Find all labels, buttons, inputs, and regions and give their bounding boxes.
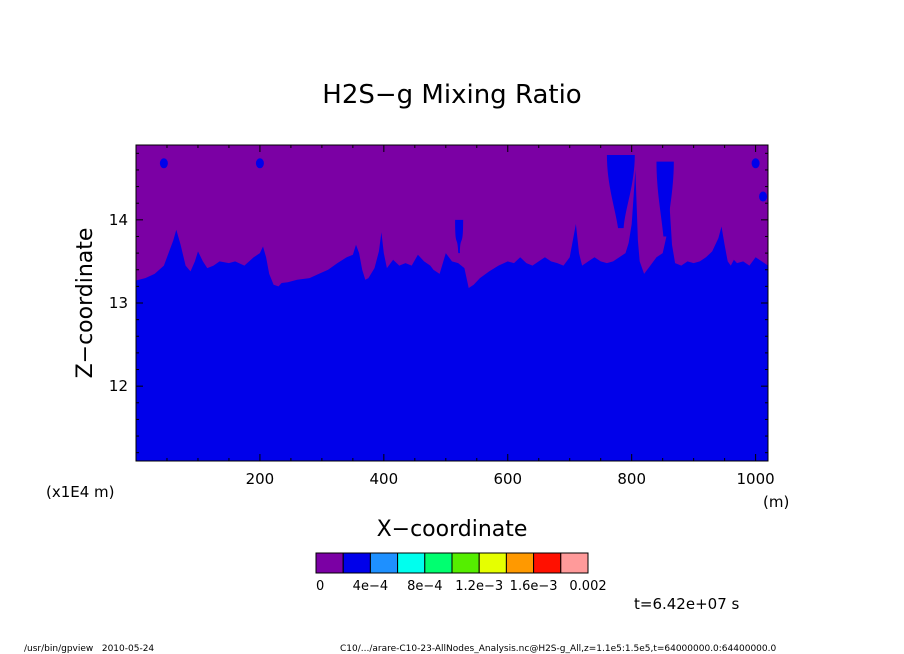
footer-right: C10/.../arare-C10-23-AllNodes_Analysis.n… — [340, 644, 776, 654]
x-tick-label: 600 — [493, 470, 522, 488]
colorbar-swatch — [451, 552, 480, 574]
blue-plume — [455, 219, 464, 254]
colorbar-swatch — [369, 552, 399, 574]
colorbar-label: 0 — [316, 579, 324, 594]
colorbar-swatch — [424, 552, 453, 574]
colorbar-swatch — [478, 552, 507, 574]
colorbar-swatch — [560, 552, 589, 574]
y-axis-ticks: 12 13 14 — [109, 152, 768, 454]
x-unit-label: (m) — [763, 493, 789, 511]
x-tick-label: 1000 — [737, 470, 775, 488]
colorbar — [315, 552, 589, 574]
blue-plumes — [455, 154, 674, 254]
colorbar-label: 1.2e−3 — [455, 579, 503, 594]
y-tick-label: 12 — [109, 377, 128, 395]
colorbar-label: 0.002 — [569, 579, 606, 594]
y-tick-label: 14 — [109, 211, 128, 229]
colorbar-swatch — [342, 552, 371, 574]
x-tick-label: 200 — [246, 470, 275, 488]
blue-spot — [159, 158, 168, 169]
blue-spot — [255, 158, 264, 169]
colorbar-labels: 0 4e−4 8e−4 1.2e−3 1.6e−3 0.002 — [316, 579, 607, 594]
chart-title: H2S−g Mixing Ratio — [322, 80, 581, 110]
y-axis-label: Z−coordinate — [73, 228, 98, 379]
plot-area: 200 400 600 800 1000 12 13 14 — [109, 144, 775, 488]
blue-plume — [656, 161, 674, 237]
y-scale-label: (x1E4 m) — [46, 483, 115, 501]
colorbar-label: 8e−4 — [407, 579, 442, 594]
blue-spots — [159, 158, 768, 202]
blue-spot — [751, 158, 760, 169]
colorbar-swatch — [533, 552, 562, 574]
colorbar-label: 1.6e−3 — [510, 579, 558, 594]
colorbar-swatch — [397, 552, 426, 574]
y-tick-label: 13 — [109, 294, 128, 312]
x-tick-label: 800 — [617, 470, 646, 488]
colorbar-label: 4e−4 — [353, 579, 388, 594]
x-axis-label: X−coordinate — [377, 517, 528, 542]
colorbar-swatch — [315, 552, 344, 574]
blue-spot — [759, 191, 768, 202]
footer-left: /usr/bin/gpview 2010-05-24 — [24, 644, 154, 654]
x-tick-label: 400 — [370, 470, 399, 488]
time-label: t=6.42e+07 s — [634, 595, 740, 613]
x-axis-ticks: 200 400 600 800 1000 — [135, 145, 775, 488]
blue-plume — [606, 154, 635, 229]
colorbar-swatch — [505, 552, 535, 574]
